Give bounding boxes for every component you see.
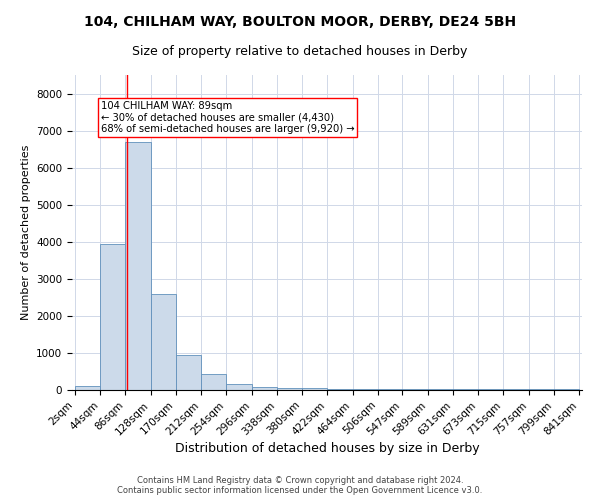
Bar	[302, 388, 328, 390]
Bar	[151, 294, 176, 390]
X-axis label: Distribution of detached houses by size in Derby: Distribution of detached houses by size …	[175, 442, 479, 455]
Bar	[277, 388, 302, 390]
Y-axis label: Number of detached properties: Number of detached properties	[20, 145, 31, 320]
Bar	[226, 384, 251, 390]
Bar	[201, 374, 226, 390]
Text: Contains HM Land Registry data © Crown copyright and database right 2024.
Contai: Contains HM Land Registry data © Crown c…	[118, 476, 482, 495]
Bar	[75, 386, 100, 390]
Bar	[176, 355, 201, 390]
Text: 104, CHILHAM WAY, BOULTON MOOR, DERBY, DE24 5BH: 104, CHILHAM WAY, BOULTON MOOR, DERBY, D…	[84, 15, 516, 29]
Bar	[100, 244, 125, 390]
Bar	[251, 386, 277, 390]
Text: 104 CHILHAM WAY: 89sqm
← 30% of detached houses are smaller (4,430)
68% of semi-: 104 CHILHAM WAY: 89sqm ← 30% of detached…	[101, 101, 355, 134]
Bar	[125, 142, 151, 390]
Text: Size of property relative to detached houses in Derby: Size of property relative to detached ho…	[133, 45, 467, 58]
